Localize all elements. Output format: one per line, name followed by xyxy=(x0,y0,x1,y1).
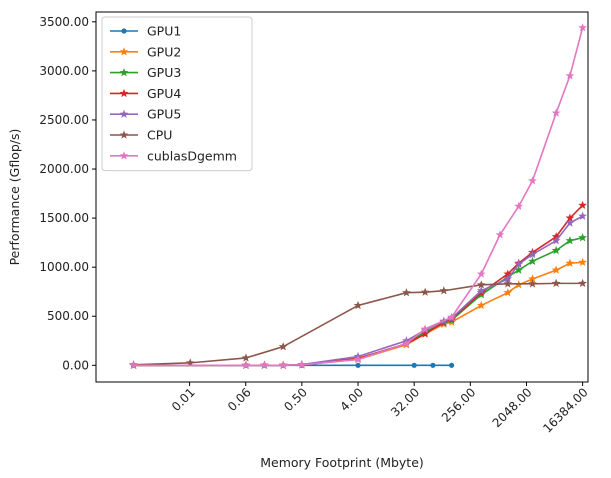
legend-marker xyxy=(119,68,129,77)
y-tick-label: 3500.00 xyxy=(39,15,89,29)
data-point xyxy=(578,257,587,266)
legend-label: GPU3 xyxy=(147,65,181,80)
data-point xyxy=(528,256,537,266)
data-point xyxy=(447,312,456,321)
y-axis-label: Performance (Gflop/s) xyxy=(7,129,22,266)
legend-entry-gpu1: GPU1 xyxy=(110,24,181,39)
legend-label: GPU2 xyxy=(147,44,181,59)
y-tick-label: 500.00 xyxy=(47,309,89,323)
data-point xyxy=(297,360,307,369)
data-point xyxy=(503,274,513,283)
data-point xyxy=(528,249,537,259)
data-point xyxy=(503,279,513,288)
legend: GPU1 GPU2 GPU3 GPU4 GPU5 CPU cublasDgemm xyxy=(101,16,253,172)
y-tick-label: 2000.00 xyxy=(39,162,89,176)
data-point xyxy=(503,288,513,297)
data-point xyxy=(551,236,561,245)
data-point xyxy=(278,342,288,351)
legend-marker xyxy=(119,109,129,118)
data-point xyxy=(129,360,138,370)
data-point xyxy=(528,274,537,283)
data-point xyxy=(353,300,363,310)
legend-label: GPU1 xyxy=(147,24,181,39)
data-point xyxy=(565,258,575,267)
data-point xyxy=(476,269,486,278)
data-point xyxy=(241,360,251,370)
data-point xyxy=(420,287,430,296)
data-point xyxy=(565,71,575,80)
legend-entry-gpu5: GPU5 xyxy=(110,107,181,122)
data-point xyxy=(476,286,486,295)
series-cublasdgemm xyxy=(129,23,587,370)
data-point xyxy=(241,353,251,362)
data-point xyxy=(402,288,411,297)
data-point xyxy=(528,279,537,288)
data-point xyxy=(420,329,430,338)
data-point xyxy=(411,362,417,368)
data-point xyxy=(578,211,587,220)
legend-marker xyxy=(119,151,129,160)
legend-marker xyxy=(119,88,129,98)
data-point xyxy=(528,176,537,185)
data-point xyxy=(355,362,361,368)
data-point xyxy=(278,360,288,370)
data-point xyxy=(353,354,363,364)
data-point xyxy=(449,362,455,368)
legend-entry-cpu: CPU xyxy=(110,128,172,143)
data-point xyxy=(578,278,587,288)
data-point xyxy=(578,233,587,242)
legend-marker xyxy=(119,130,129,139)
data-point xyxy=(476,300,486,310)
data-point xyxy=(476,280,486,289)
legend-marker xyxy=(121,28,127,34)
data-point xyxy=(551,265,561,274)
data-point xyxy=(551,108,561,117)
data-point xyxy=(185,358,195,367)
data-point xyxy=(402,339,411,348)
data-point xyxy=(430,362,436,368)
legend-marker xyxy=(119,47,129,56)
data-point xyxy=(578,23,587,32)
legend-entry-cublasdgemm: cublasDgemm xyxy=(110,148,237,163)
y-tick-label: 3000.00 xyxy=(39,64,89,78)
data-point xyxy=(495,230,505,239)
series-line-cublasdgemm xyxy=(133,27,584,367)
data-point xyxy=(260,360,269,370)
y-tick-label: 2500.00 xyxy=(39,113,89,127)
data-point xyxy=(565,218,575,227)
x-axis-label: Memory Footprint (Mbyte) xyxy=(260,455,424,470)
data-point xyxy=(565,213,575,222)
data-point xyxy=(514,201,524,211)
y-axis: 0.00 500.00 1000.00 1500.00 2000.00 2500.00 30… xyxy=(39,15,96,372)
y-tick-label: 0.00 xyxy=(62,358,89,372)
plot-frame xyxy=(95,11,589,383)
data-point xyxy=(514,259,524,268)
data-point xyxy=(514,265,524,274)
data-point xyxy=(420,324,430,333)
legend-label: cublasDgemm xyxy=(147,148,237,163)
legend-label: GPU4 xyxy=(147,86,181,101)
legend-entry-gpu2: GPU2 xyxy=(110,44,181,59)
legend-label: GPU5 xyxy=(147,107,181,122)
legend-entry-gpu4: GPU4 xyxy=(110,86,181,101)
data-point xyxy=(551,245,561,255)
data-point xyxy=(551,278,561,288)
legend-box xyxy=(101,16,253,172)
y-tick-label: 1000.00 xyxy=(39,260,89,274)
data-point xyxy=(578,200,587,210)
y-tick-label: 1500.00 xyxy=(39,211,89,225)
data-point xyxy=(439,286,449,295)
data-point xyxy=(565,236,575,245)
plot-area xyxy=(129,23,587,370)
data-point xyxy=(503,269,513,278)
legend-entry-gpu3: GPU3 xyxy=(110,65,181,80)
legend-label: CPU xyxy=(147,128,172,143)
